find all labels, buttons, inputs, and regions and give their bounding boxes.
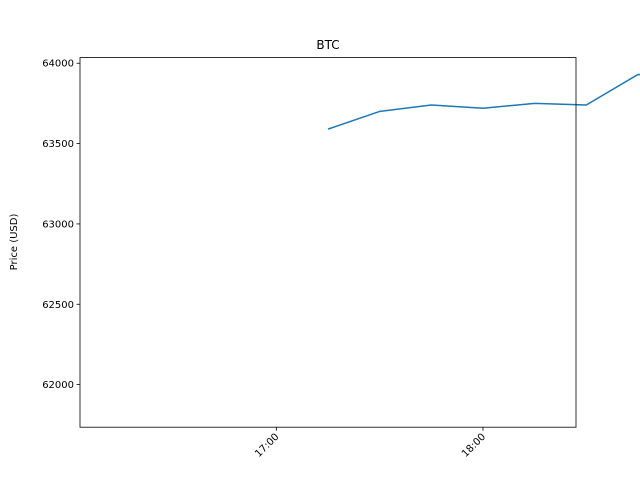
- y-tick-label: 63500: [42, 139, 74, 150]
- y-tick-label: 62000: [42, 380, 74, 391]
- chart-title: BTC: [316, 38, 339, 52]
- y-axis-label: Price (USD): [9, 214, 20, 271]
- plot-frame: [79, 57, 577, 428]
- y-tick-label: 62500: [42, 300, 74, 311]
- y-tick-label: 63000: [42, 219, 74, 230]
- y-tick-label: 64000: [42, 59, 74, 70]
